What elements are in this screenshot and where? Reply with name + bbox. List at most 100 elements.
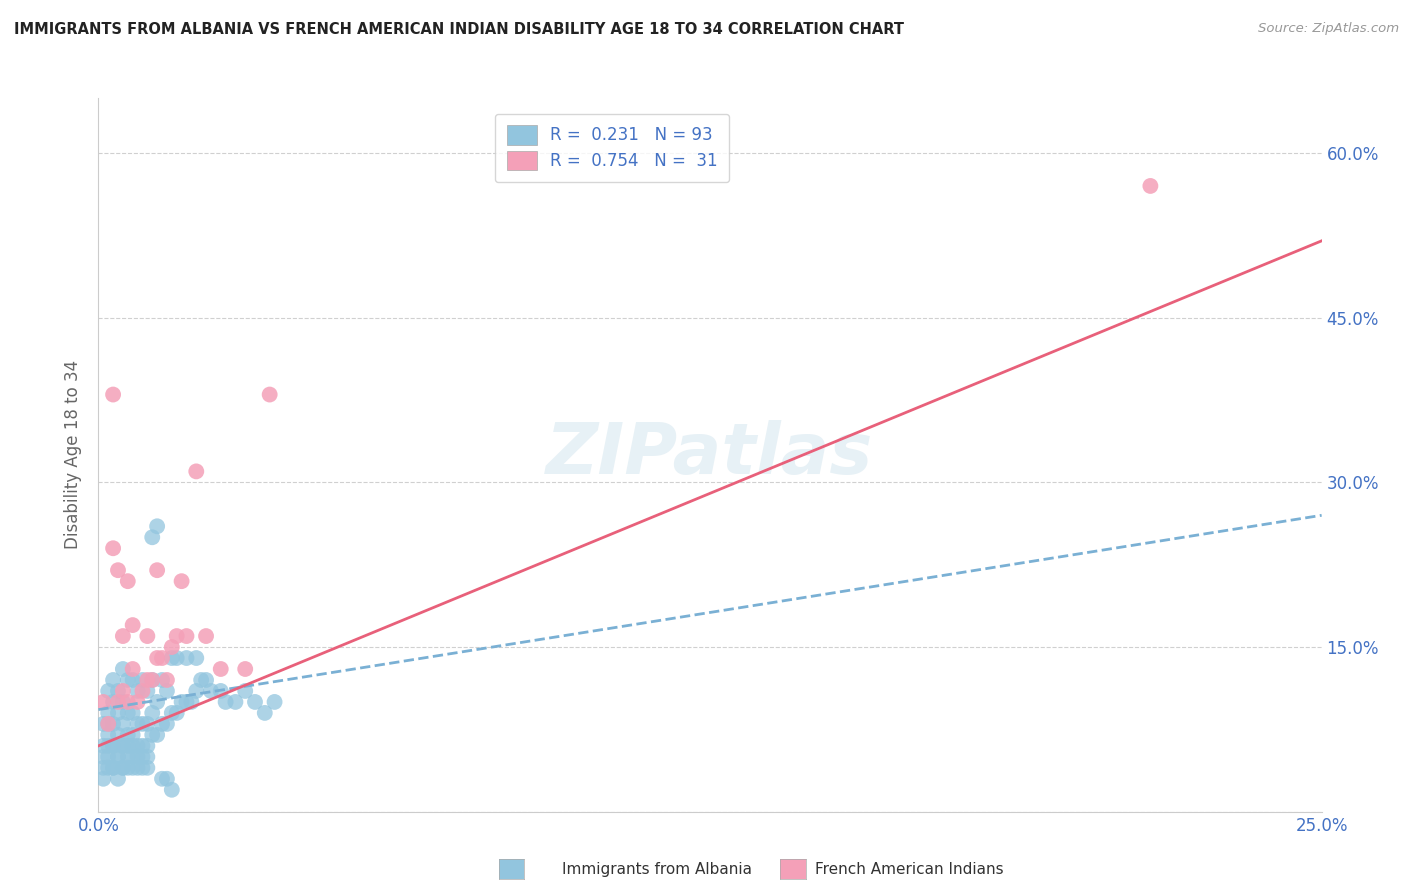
Point <box>186 684 208 698</box>
Point <box>107 749 129 764</box>
Point <box>101 717 124 731</box>
Point <box>180 695 202 709</box>
Point <box>136 673 159 687</box>
Text: IMMIGRANTS FROM ALBANIA VS FRENCH AMERICAN INDIAN DISABILITY AGE 18 TO 34 CORREL: IMMIGRANTS FROM ALBANIA VS FRENCH AMERIC… <box>14 22 904 37</box>
Point <box>243 695 266 709</box>
Point <box>117 673 139 687</box>
Point <box>190 673 212 687</box>
Point <box>150 673 173 687</box>
Point <box>101 761 124 775</box>
Point <box>146 519 169 533</box>
Point <box>107 706 129 720</box>
Text: Immigrants from Albania: Immigrants from Albania <box>562 863 752 877</box>
Point <box>107 749 129 764</box>
Point <box>117 761 139 775</box>
Point <box>111 717 134 731</box>
Point <box>107 684 129 698</box>
Point <box>111 761 134 775</box>
Point <box>91 717 114 731</box>
Point <box>121 761 143 775</box>
Point <box>160 651 183 665</box>
Point <box>91 739 114 753</box>
Point <box>121 618 143 632</box>
Point <box>111 761 134 775</box>
Point <box>166 706 188 720</box>
Point <box>117 574 139 589</box>
Point <box>131 761 153 775</box>
Point <box>156 673 179 687</box>
Point <box>209 662 232 676</box>
Point <box>224 695 246 709</box>
Point <box>136 717 159 731</box>
Point <box>166 629 188 643</box>
Text: Source: ZipAtlas.com: Source: ZipAtlas.com <box>1258 22 1399 36</box>
Point <box>263 695 285 709</box>
Point <box>233 684 256 698</box>
Point <box>97 739 120 753</box>
Point <box>186 651 208 665</box>
Point <box>141 673 163 687</box>
Point <box>121 739 143 753</box>
Point <box>136 684 159 698</box>
Point <box>101 739 124 753</box>
Point <box>97 717 120 731</box>
Point <box>131 739 153 753</box>
Point <box>136 629 159 643</box>
Point <box>127 739 149 753</box>
Point <box>200 684 222 698</box>
Point <box>141 530 163 544</box>
Point <box>127 695 149 709</box>
Point <box>117 739 139 753</box>
Point <box>91 695 114 709</box>
Point <box>131 717 153 731</box>
Legend: R =  0.231   N = 93, R =  0.754   N =  31: R = 0.231 N = 93, R = 0.754 N = 31 <box>495 113 730 182</box>
Point <box>156 717 179 731</box>
Point <box>111 662 134 676</box>
Point <box>170 574 193 589</box>
Point <box>107 772 129 786</box>
Point <box>176 629 198 643</box>
Point <box>160 782 183 797</box>
Point <box>91 772 114 786</box>
Point <box>176 695 198 709</box>
Point <box>186 464 208 478</box>
Point <box>146 728 169 742</box>
Point <box>131 684 153 698</box>
Point <box>156 684 179 698</box>
Point <box>127 761 149 775</box>
Point <box>127 749 149 764</box>
Point <box>101 541 124 556</box>
Point <box>150 772 173 786</box>
Point <box>117 728 139 742</box>
Point <box>101 387 124 401</box>
Point <box>101 673 124 687</box>
Point <box>195 629 218 643</box>
Point <box>101 739 124 753</box>
Point <box>97 706 120 720</box>
Point <box>166 651 188 665</box>
Point <box>141 706 163 720</box>
Point <box>146 695 169 709</box>
Point <box>107 695 129 709</box>
Point <box>146 651 169 665</box>
Point <box>170 695 193 709</box>
Point <box>146 563 169 577</box>
Point <box>111 684 134 698</box>
Point <box>117 749 139 764</box>
Point <box>160 640 183 654</box>
Point <box>259 387 281 401</box>
Point <box>141 673 163 687</box>
Y-axis label: Disability Age 18 to 34: Disability Age 18 to 34 <box>65 360 83 549</box>
Point <box>97 728 120 742</box>
Point <box>214 695 236 709</box>
Text: ZIPatlas: ZIPatlas <box>547 420 873 490</box>
Point <box>117 706 139 720</box>
Point <box>107 563 129 577</box>
Point <box>233 662 256 676</box>
Point <box>195 673 218 687</box>
Point <box>107 728 129 742</box>
Point <box>111 695 134 709</box>
Point <box>209 684 232 698</box>
Point <box>136 739 159 753</box>
Point <box>91 749 114 764</box>
